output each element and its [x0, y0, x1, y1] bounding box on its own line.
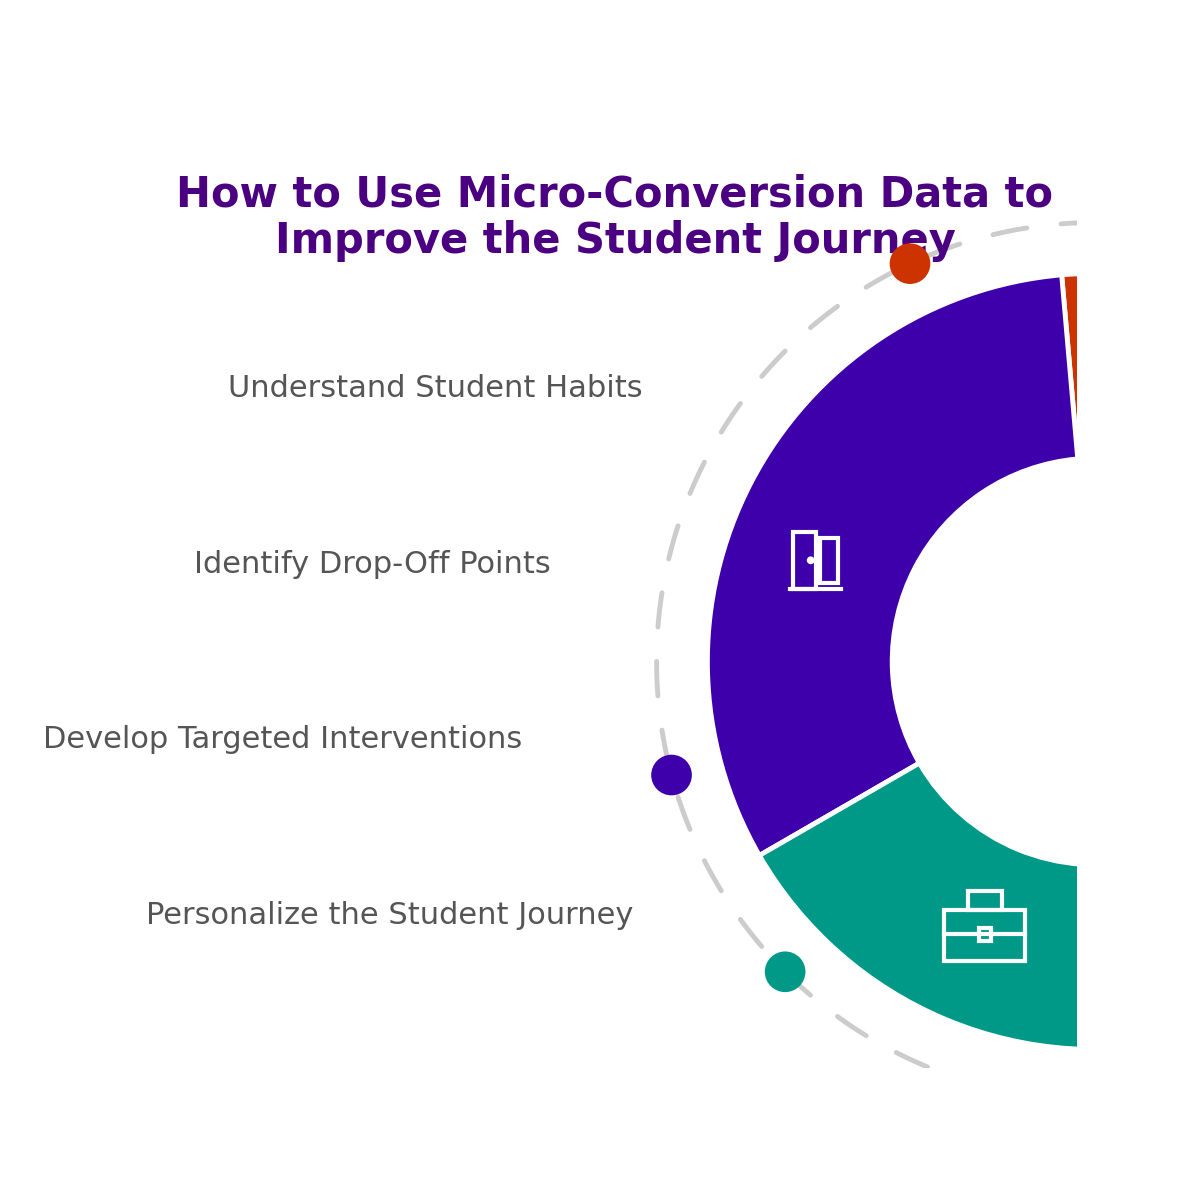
- Text: Understand Student Habits: Understand Student Habits: [228, 374, 643, 403]
- Wedge shape: [708, 275, 1078, 856]
- Circle shape: [889, 244, 930, 284]
- Text: Develop Targeted Interventions: Develop Targeted Interventions: [43, 726, 523, 755]
- Wedge shape: [760, 763, 1196, 1050]
- Circle shape: [652, 755, 692, 796]
- Circle shape: [764, 952, 805, 992]
- Wedge shape: [1148, 439, 1200, 1037]
- Circle shape: [1192, 362, 1199, 368]
- Text: Identify Drop-Off Points: Identify Drop-Off Points: [193, 550, 551, 578]
- Circle shape: [1181, 362, 1187, 368]
- Text: How to Use Micro-Conversion Data to: How to Use Micro-Conversion Data to: [176, 174, 1054, 216]
- Wedge shape: [1062, 274, 1200, 545]
- Circle shape: [806, 557, 815, 564]
- Text: Personalize the Student Journey: Personalize the Student Journey: [146, 901, 634, 930]
- Text: Improve the Student Journey: Improve the Student Journey: [275, 220, 955, 262]
